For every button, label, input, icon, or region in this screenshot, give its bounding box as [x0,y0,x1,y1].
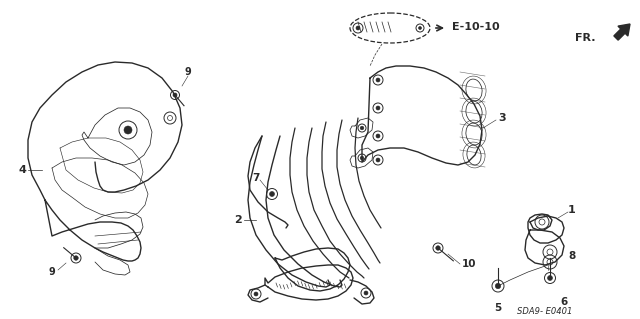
Text: 8: 8 [568,251,575,261]
Circle shape [360,156,364,160]
Circle shape [269,191,275,197]
Text: 3: 3 [498,113,506,123]
Text: 9: 9 [184,67,191,77]
Text: 10: 10 [462,259,477,269]
Text: 2: 2 [234,215,242,225]
Text: 5: 5 [494,303,502,313]
Circle shape [173,93,177,97]
Text: E-10-10: E-10-10 [452,22,500,32]
Circle shape [548,276,552,280]
Circle shape [419,26,422,29]
Text: 7: 7 [252,173,260,183]
Circle shape [254,292,258,296]
Circle shape [436,246,440,250]
FancyArrow shape [614,24,630,40]
Circle shape [124,126,132,134]
Text: 6: 6 [560,297,567,307]
Text: 4: 4 [18,165,26,175]
Text: 1: 1 [568,205,576,215]
Circle shape [376,78,380,82]
Circle shape [360,126,364,130]
Text: 9: 9 [49,267,56,277]
Circle shape [495,283,500,289]
Circle shape [356,26,360,30]
Circle shape [376,158,380,162]
Text: SDA9- E0401: SDA9- E0401 [517,308,573,316]
Text: FR.: FR. [575,33,596,43]
Circle shape [74,256,78,260]
Circle shape [364,291,368,295]
Circle shape [376,134,380,138]
Circle shape [376,106,380,110]
